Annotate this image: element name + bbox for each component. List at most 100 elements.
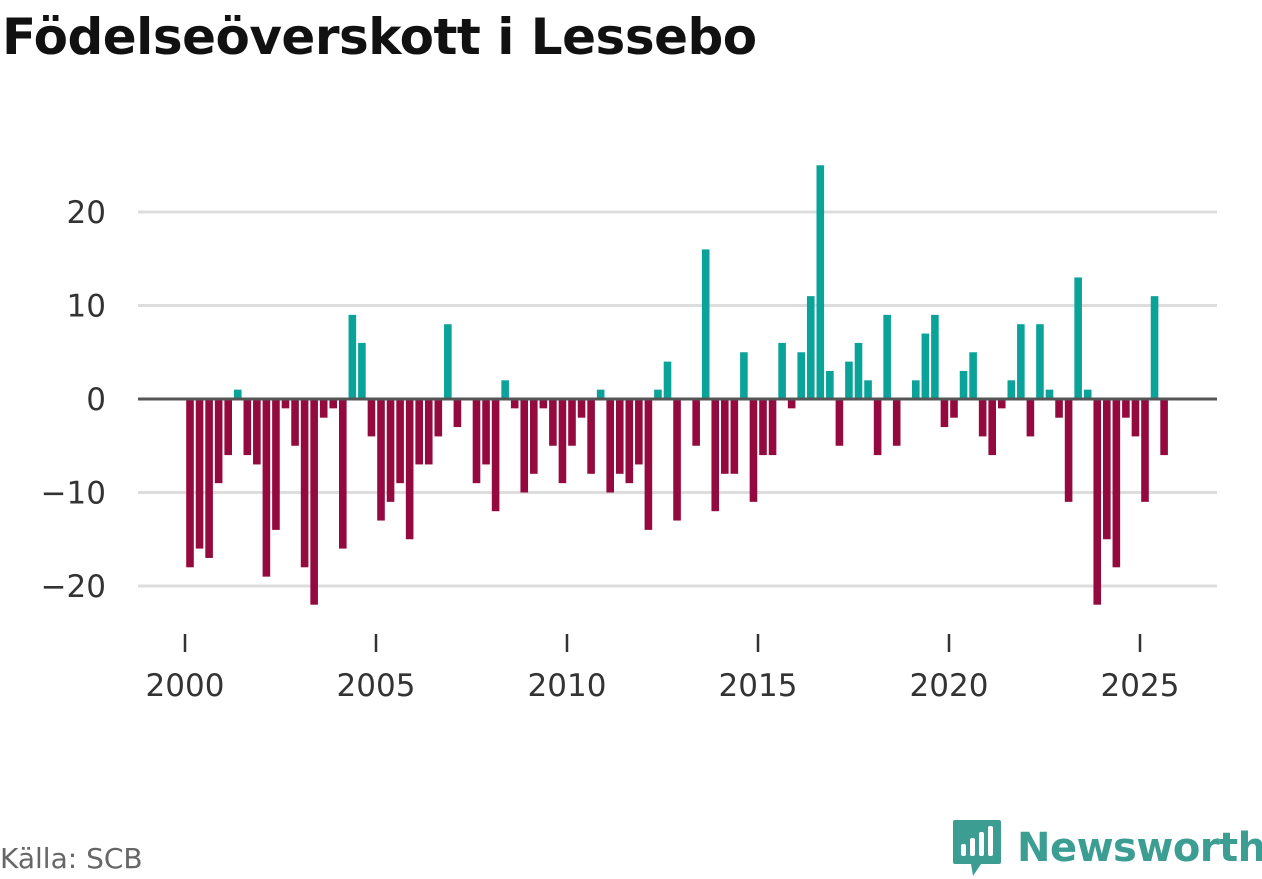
bar <box>730 399 739 474</box>
bar <box>1064 399 1073 502</box>
bar <box>864 380 872 399</box>
bar <box>348 314 357 399</box>
bar <box>988 399 996 456</box>
bar <box>778 342 786 399</box>
bar <box>1122 399 1130 418</box>
bars <box>186 165 1168 605</box>
bar <box>1074 277 1082 399</box>
bar <box>797 352 805 399</box>
bar <box>233 389 242 399</box>
bar <box>577 399 586 418</box>
x-tick-label: 2000 <box>146 668 225 704</box>
bar <box>339 399 347 549</box>
bar <box>415 399 423 465</box>
bar <box>1045 389 1054 399</box>
bar <box>1112 399 1121 568</box>
bar <box>482 399 490 465</box>
bar <box>940 399 949 428</box>
bar <box>405 399 414 540</box>
bar <box>1093 399 1102 605</box>
bar <box>501 380 509 399</box>
bar <box>291 399 299 446</box>
brand-name: Newsworthy <box>1017 825 1262 871</box>
bar <box>1036 324 1044 399</box>
bar <box>568 399 576 446</box>
y-tick-label: 10 <box>67 289 106 325</box>
chart-title: Födelseöverskott i Lessebo <box>2 8 757 66</box>
bar <box>787 399 796 409</box>
bar <box>654 389 662 399</box>
y-axis: 20 10 0 −10 −20 <box>41 195 106 605</box>
bar <box>931 314 939 399</box>
bar <box>1160 399 1168 456</box>
x-tick-label: 2015 <box>719 668 798 704</box>
newsworthy-logo-icon <box>953 820 1001 876</box>
bar <box>950 399 958 418</box>
bar <box>644 399 653 530</box>
bar <box>873 399 882 456</box>
bar <box>969 352 977 399</box>
bar <box>606 399 614 493</box>
bar <box>396 399 404 484</box>
bar <box>663 361 672 399</box>
bar <box>453 399 462 428</box>
bar <box>1103 399 1111 540</box>
x-axis: 2000 2005 2010 2015 2020 2025 <box>146 634 1179 704</box>
bar <box>329 399 338 409</box>
bar <box>253 399 261 465</box>
bar <box>854 342 863 399</box>
x-tick-label: 2020 <box>910 668 989 704</box>
bar <box>1055 399 1063 418</box>
bar <box>549 399 557 446</box>
bar <box>186 399 194 568</box>
bar <box>892 399 901 446</box>
bar <box>377 399 385 521</box>
bar <box>883 314 891 399</box>
bar <box>615 399 624 474</box>
y-tick-label: 20 <box>67 195 106 231</box>
bar <box>472 399 481 484</box>
bar <box>281 399 290 409</box>
bar <box>367 399 376 437</box>
bar <box>816 165 825 399</box>
bar <box>444 324 452 399</box>
bar <box>997 399 1006 409</box>
bar <box>539 399 548 409</box>
bar <box>749 399 758 502</box>
bar <box>768 399 777 456</box>
bar <box>1141 399 1149 502</box>
bar <box>673 399 681 521</box>
bar <box>959 370 968 399</box>
bar <box>587 399 595 474</box>
x-tick-label: 2010 <box>528 668 607 704</box>
bar <box>386 399 395 502</box>
bar <box>319 399 328 418</box>
bar <box>701 249 710 399</box>
bar <box>558 399 567 484</box>
bar <box>806 296 815 399</box>
bar <box>205 399 213 558</box>
bar <box>510 399 519 409</box>
source-note: Källa: SCB <box>0 842 143 875</box>
bar <box>520 399 529 493</box>
bar <box>195 399 204 549</box>
bar <box>1150 296 1159 399</box>
y-tick-label: −10 <box>41 476 106 512</box>
bar <box>759 399 767 456</box>
bar <box>740 352 748 399</box>
bar <box>358 342 366 399</box>
bar <box>921 333 930 399</box>
brand-logo: Newsworthy <box>951 818 1262 878</box>
bar <box>845 361 853 399</box>
bar <box>272 399 280 530</box>
y-tick-label: 0 <box>86 382 106 418</box>
bar <box>243 399 252 456</box>
bar <box>310 399 318 605</box>
bar <box>424 399 433 465</box>
bar <box>635 399 643 465</box>
bar <box>978 399 987 437</box>
bar <box>434 399 443 437</box>
bar <box>625 399 634 484</box>
bar <box>1017 324 1025 399</box>
